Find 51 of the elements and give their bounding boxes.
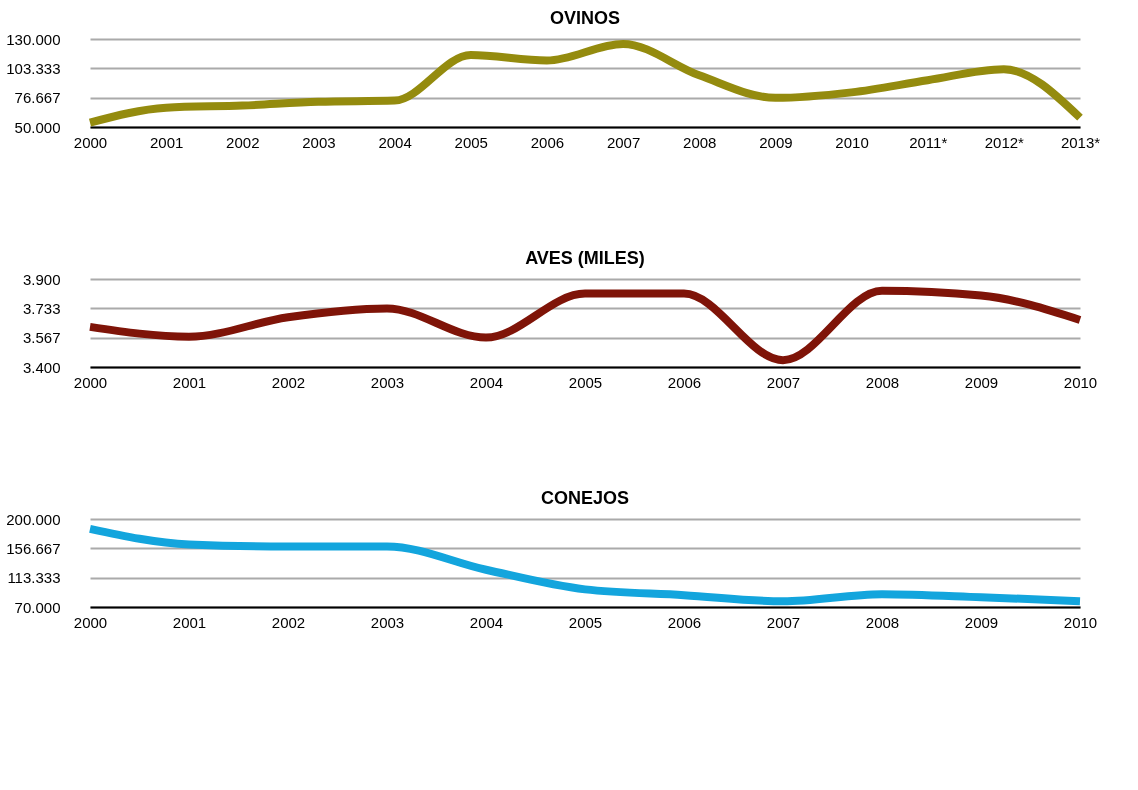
x-tick-label: 2004 bbox=[469, 373, 504, 391]
x-tick-label: 2006 bbox=[667, 373, 702, 391]
x-tick-label: 2002 bbox=[271, 373, 306, 391]
x-tick-label: 2013* bbox=[1060, 133, 1101, 151]
x-tick-label: 2000 bbox=[73, 613, 108, 631]
x-tick-label: 2008 bbox=[865, 373, 900, 391]
y-tick-label: 156.667 bbox=[6, 539, 61, 557]
x-tick-label: 2006 bbox=[667, 613, 702, 631]
x-tick-label: 2004 bbox=[378, 133, 412, 151]
x-tick-label: 2001 bbox=[172, 373, 207, 391]
x-tick-label: 2008 bbox=[865, 613, 900, 631]
y-tick-label: 3.733 bbox=[22, 299, 61, 317]
x-tick-label: 2009 bbox=[964, 373, 999, 391]
y-tick-label: 3.400 bbox=[22, 358, 61, 376]
y-tick-label: 76.667 bbox=[14, 89, 61, 107]
y-tick-label: 70.000 bbox=[14, 598, 61, 616]
x-tick-label: 2001 bbox=[172, 613, 207, 631]
chart-title: CONEJOS bbox=[540, 488, 630, 508]
x-tick-label: 2010 bbox=[835, 133, 869, 151]
x-tick-label: 2002 bbox=[271, 613, 306, 631]
x-tick-label: 2008 bbox=[683, 133, 717, 151]
y-tick-label: 113.333 bbox=[7, 569, 61, 587]
x-tick-label: 2007 bbox=[766, 613, 801, 631]
x-tick-label: 2003 bbox=[370, 613, 405, 631]
x-tick-label: 2007 bbox=[606, 133, 641, 151]
x-tick-label: 2003 bbox=[370, 373, 405, 391]
x-tick-label: 2005 bbox=[568, 613, 603, 631]
x-tick-label: 2009 bbox=[759, 133, 793, 151]
x-tick-label: 2004 bbox=[469, 613, 504, 631]
y-tick-label: 3.567 bbox=[22, 329, 61, 347]
x-tick-label: 2010 bbox=[1063, 613, 1098, 631]
x-tick-label: 2001 bbox=[149, 133, 184, 151]
x-tick-label: 2000 bbox=[73, 133, 108, 151]
x-tick-label: 2007 bbox=[766, 373, 801, 391]
x-tick-label: 2006 bbox=[530, 133, 565, 151]
x-tick-label: 2012* bbox=[984, 133, 1025, 151]
y-tick-label: 130.000 bbox=[6, 30, 61, 48]
y-tick-label: 3.900 bbox=[22, 270, 61, 288]
chart-title: OVINOS bbox=[549, 8, 621, 28]
x-tick-label: 2002 bbox=[226, 133, 260, 151]
y-tick-label: 200.000 bbox=[6, 510, 61, 528]
x-tick-label: 2000 bbox=[73, 373, 108, 391]
x-tick-label: 2003 bbox=[302, 133, 336, 151]
y-tick-label: 50.000 bbox=[14, 118, 61, 136]
x-tick-label: 2005 bbox=[454, 133, 488, 151]
x-tick-label: 2011* bbox=[909, 133, 948, 151]
chart-title: AVES (MILES) bbox=[525, 248, 645, 268]
x-tick-label: 2010 bbox=[1063, 373, 1098, 391]
y-tick-label: 103.333 bbox=[6, 59, 61, 77]
x-tick-label: 2005 bbox=[568, 373, 603, 391]
x-tick-label: 2009 bbox=[964, 613, 999, 631]
